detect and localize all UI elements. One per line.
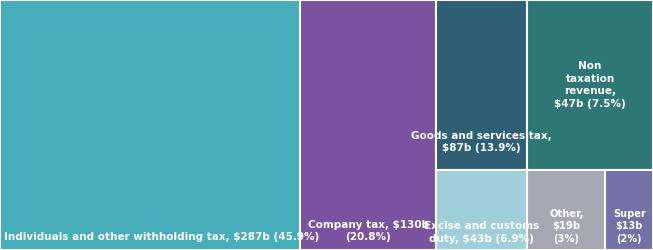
Bar [528,170,605,250]
Bar [528,0,653,170]
Bar [300,0,436,250]
Text: Super
$13b
(2%): Super $13b (2%) [613,209,646,244]
Bar [436,0,528,170]
Bar [436,170,528,250]
Text: Company tax, $130b
(20.8%): Company tax, $130b (20.8%) [308,220,428,242]
Text: Non
taxation
revenue,
$47b (7.5%): Non taxation revenue, $47b (7.5%) [554,62,626,108]
Text: Goods and services tax,
$87b (13.9%): Goods and services tax, $87b (13.9%) [411,130,552,153]
Bar [605,170,653,250]
Text: Other,
$19b
(3%): Other, $19b (3%) [549,209,584,244]
Text: Individuals and other withholding tax, $287b (45.9%): Individuals and other withholding tax, $… [4,232,319,242]
Text: Excise and customs
duty, $43b (6.9%): Excise and customs duty, $43b (6.9%) [424,221,539,244]
Bar [0,0,300,250]
